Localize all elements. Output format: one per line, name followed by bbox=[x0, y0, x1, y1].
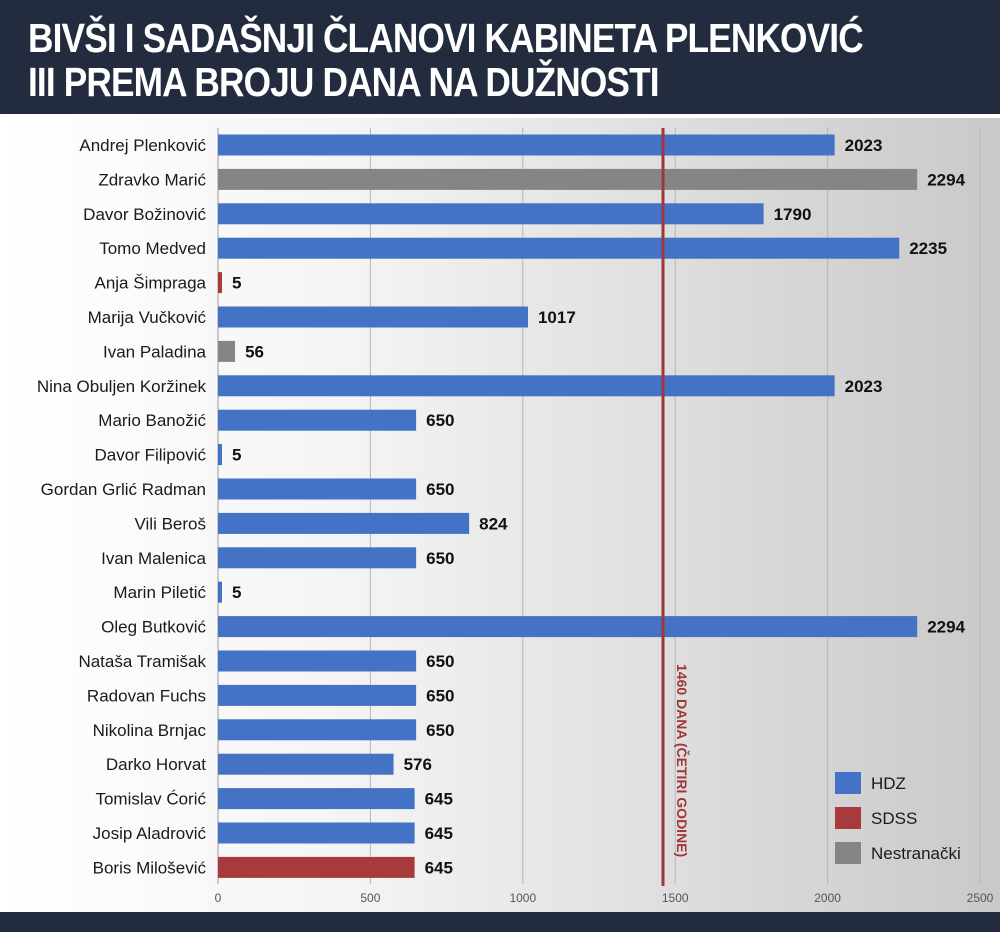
category-label: Tomislav Ćorić bbox=[95, 790, 206, 809]
value-label: 645 bbox=[425, 824, 453, 843]
category-label: Ivan Malenica bbox=[101, 549, 206, 568]
bar bbox=[218, 581, 222, 603]
legend-label: Nestranački bbox=[871, 844, 961, 863]
value-label: 650 bbox=[426, 686, 454, 705]
category-label: Darko Horvat bbox=[106, 755, 206, 774]
bar bbox=[218, 788, 415, 810]
legend-swatch bbox=[835, 807, 861, 829]
category-label: Ivan Paladina bbox=[103, 342, 207, 361]
value-label: 650 bbox=[426, 549, 454, 568]
value-label: 56 bbox=[245, 342, 264, 361]
bar bbox=[218, 822, 415, 844]
bar bbox=[218, 512, 470, 534]
bar bbox=[218, 650, 417, 672]
category-label: Davor Božinović bbox=[83, 205, 206, 224]
value-label: 5 bbox=[232, 583, 241, 602]
legend-label: SDSS bbox=[871, 809, 917, 828]
category-label: Marija Vučković bbox=[88, 308, 207, 327]
category-label: Zdravko Marić bbox=[98, 170, 206, 189]
bar bbox=[218, 856, 415, 878]
category-label: Nikolina Brnjac bbox=[93, 721, 207, 740]
category-label: Mario Banožić bbox=[98, 411, 206, 430]
x-tick-label: 2000 bbox=[814, 891, 841, 905]
x-tick-label: 2500 bbox=[967, 891, 994, 905]
category-label: Radovan Fuchs bbox=[87, 686, 206, 705]
value-label: 1790 bbox=[774, 205, 812, 224]
category-label: Nina Obuljen Koržinek bbox=[37, 377, 207, 396]
bar bbox=[218, 272, 222, 294]
legend-swatch bbox=[835, 772, 861, 794]
value-label: 576 bbox=[404, 755, 432, 774]
category-label: Davor Filipović bbox=[95, 446, 207, 465]
bar bbox=[218, 375, 835, 397]
x-tick-label: 1500 bbox=[662, 891, 689, 905]
value-label: 650 bbox=[426, 721, 454, 740]
header-banner: BIVŠI I SADAŠNJI ČLANOVI KABINETA PLENKO… bbox=[0, 0, 1000, 114]
bar-chart: 0 500 1000 1500 2000 2500 Andrej Plenković 2023… bbox=[37, 128, 994, 905]
value-label: 650 bbox=[426, 411, 454, 430]
x-tick-label: 0 bbox=[215, 891, 222, 905]
x-tick-label: 1000 bbox=[509, 891, 536, 905]
category-label: Nataša Tramišak bbox=[78, 652, 206, 671]
value-label: 2294 bbox=[927, 170, 965, 189]
bar bbox=[218, 684, 417, 706]
bar bbox=[218, 134, 835, 156]
value-label: 2023 bbox=[845, 377, 883, 396]
category-label: Vili Beroš bbox=[135, 514, 207, 533]
category-label: Boris Milošević bbox=[93, 858, 207, 877]
value-label: 5 bbox=[232, 274, 241, 293]
category-label: Oleg Butković bbox=[101, 618, 206, 637]
bar bbox=[218, 753, 394, 775]
value-label: 824 bbox=[479, 514, 508, 533]
category-label: Marin Piletić bbox=[113, 583, 206, 602]
bar bbox=[218, 237, 900, 259]
legend-label: HDZ bbox=[871, 774, 906, 793]
category-label: Gordan Grlić Radman bbox=[41, 480, 206, 499]
bar bbox=[218, 478, 417, 500]
value-label: 650 bbox=[426, 652, 454, 671]
footer-bar bbox=[0, 912, 1000, 932]
category-label: Anja Šimpraga bbox=[94, 274, 206, 293]
bar bbox=[218, 168, 918, 190]
value-label: 1017 bbox=[538, 308, 576, 327]
value-label: 645 bbox=[425, 858, 453, 877]
title-line-1: BIVŠI I SADAŠNJI ČLANOVI KABINETA PLENKO… bbox=[28, 15, 864, 61]
value-label: 650 bbox=[426, 480, 454, 499]
category-label: Tomo Medved bbox=[99, 239, 206, 258]
bar bbox=[218, 547, 417, 569]
value-label: 5 bbox=[232, 446, 241, 465]
chart-title: BIVŠI I SADAŠNJI ČLANOVI KABINETA PLENKO… bbox=[28, 16, 988, 104]
legend-swatch bbox=[835, 842, 861, 864]
bar bbox=[218, 340, 236, 362]
category-label: Andrej Plenković bbox=[79, 136, 206, 155]
bar bbox=[218, 409, 417, 431]
reference-line-label: 1460 DANA (ČETIRI GODINE) bbox=[674, 664, 691, 857]
bar bbox=[218, 203, 764, 225]
x-tick-label: 500 bbox=[360, 891, 380, 905]
chart-area: 0 500 1000 1500 2000 2500 Andrej Plenković 2023… bbox=[0, 118, 1000, 912]
value-label: 645 bbox=[425, 790, 453, 809]
value-label: 2235 bbox=[909, 239, 947, 258]
bar bbox=[218, 719, 417, 741]
title-line-2: III PREMA BROJU DANA NA DUŽNOSTI bbox=[28, 59, 660, 105]
bar bbox=[218, 616, 918, 638]
bar bbox=[218, 306, 528, 328]
category-label: Josip Aladrović bbox=[93, 824, 207, 843]
bar bbox=[218, 444, 222, 466]
value-label: 2294 bbox=[927, 618, 965, 637]
value-label: 2023 bbox=[845, 136, 883, 155]
